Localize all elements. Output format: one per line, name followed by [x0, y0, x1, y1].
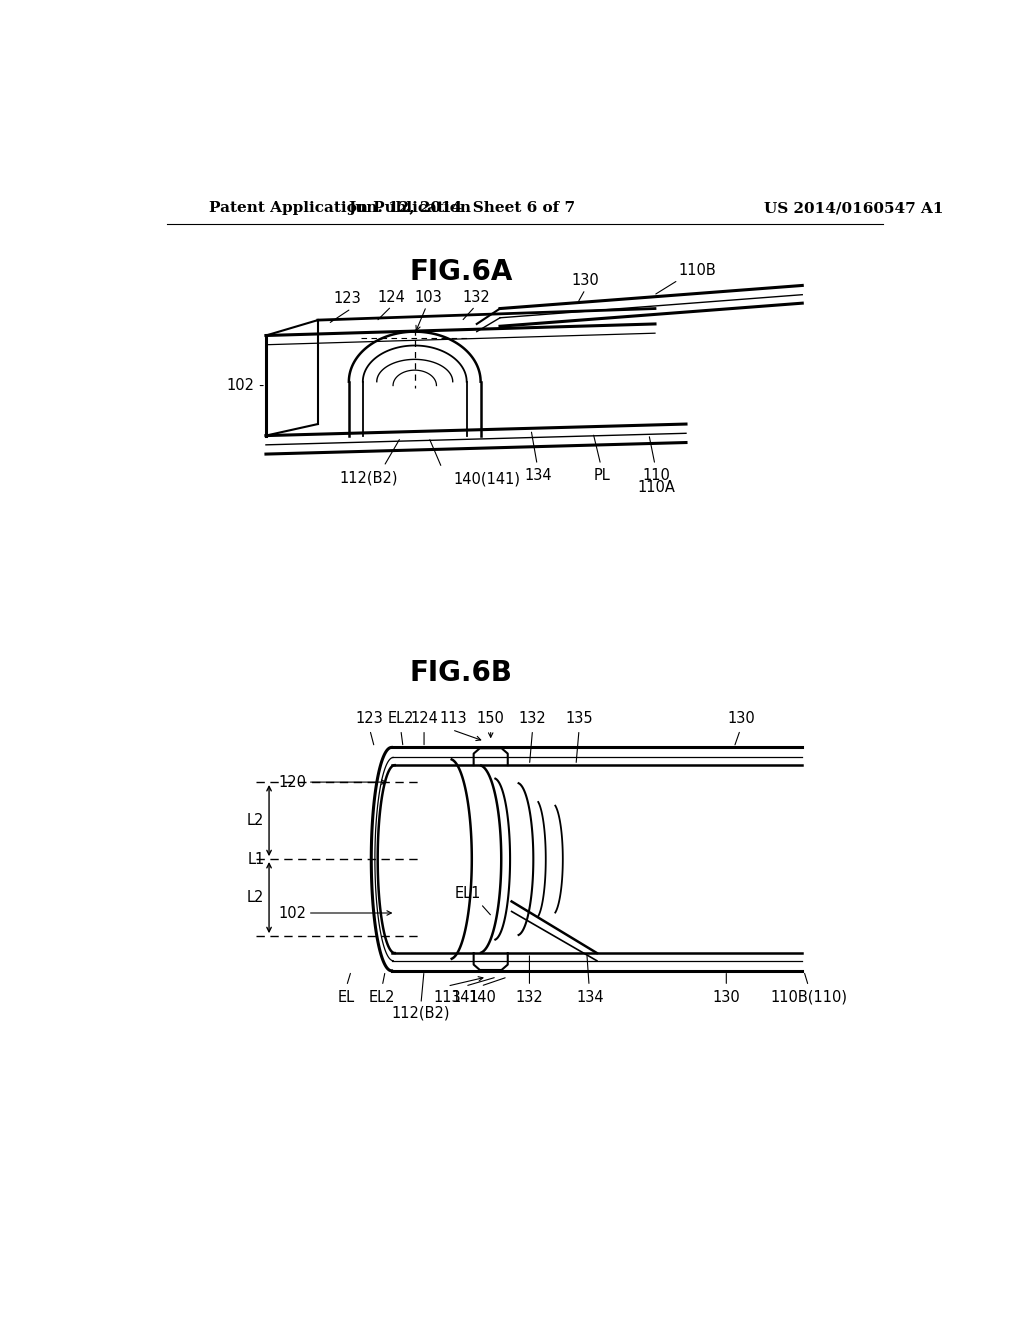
Text: 124: 124	[378, 289, 406, 305]
Text: PL: PL	[594, 469, 610, 483]
Text: 112(B2): 112(B2)	[339, 470, 397, 486]
Text: 120: 120	[279, 775, 306, 789]
Text: 110A: 110A	[638, 480, 676, 495]
Text: L2: L2	[247, 890, 264, 906]
Text: 102: 102	[226, 378, 254, 393]
Text: 123: 123	[356, 711, 384, 726]
Text: 132: 132	[463, 289, 490, 305]
Text: 132: 132	[515, 990, 544, 1005]
Text: 110: 110	[643, 469, 671, 483]
Text: Patent Application Publication: Patent Application Publication	[209, 202, 471, 215]
Text: 102: 102	[279, 906, 306, 920]
Text: L2: L2	[247, 813, 264, 828]
Text: 110B: 110B	[679, 263, 717, 277]
Text: 130: 130	[713, 990, 740, 1005]
Text: 134: 134	[577, 990, 604, 1005]
Text: 113: 113	[439, 711, 467, 726]
Text: 134: 134	[525, 469, 553, 483]
Text: Jun. 12, 2014  Sheet 6 of 7: Jun. 12, 2014 Sheet 6 of 7	[348, 202, 574, 215]
Text: L1: L1	[247, 851, 264, 867]
Text: 110B(110): 110B(110)	[770, 990, 847, 1005]
Text: 124: 124	[411, 711, 438, 726]
Text: 140: 140	[468, 990, 496, 1005]
Text: 141: 141	[452, 990, 479, 1005]
Text: EL: EL	[338, 990, 355, 1005]
Text: EL2: EL2	[369, 990, 395, 1005]
Text: 123: 123	[334, 292, 361, 306]
Text: 140(141): 140(141)	[454, 471, 520, 486]
Text: FIG.6A: FIG.6A	[410, 259, 513, 286]
Text: EL2: EL2	[387, 711, 414, 726]
Text: 112(B2): 112(B2)	[392, 1006, 451, 1020]
Text: US 2014/0160547 A1: US 2014/0160547 A1	[764, 202, 943, 215]
Text: 103: 103	[415, 289, 442, 305]
Text: 130: 130	[728, 711, 756, 726]
Text: 135: 135	[565, 711, 593, 726]
Text: 130: 130	[571, 273, 599, 288]
Text: EL1: EL1	[455, 886, 480, 902]
Text: 113: 113	[433, 990, 461, 1005]
Text: FIG.6B: FIG.6B	[410, 659, 513, 686]
Text: 132: 132	[519, 711, 547, 726]
Text: 150: 150	[477, 711, 505, 726]
